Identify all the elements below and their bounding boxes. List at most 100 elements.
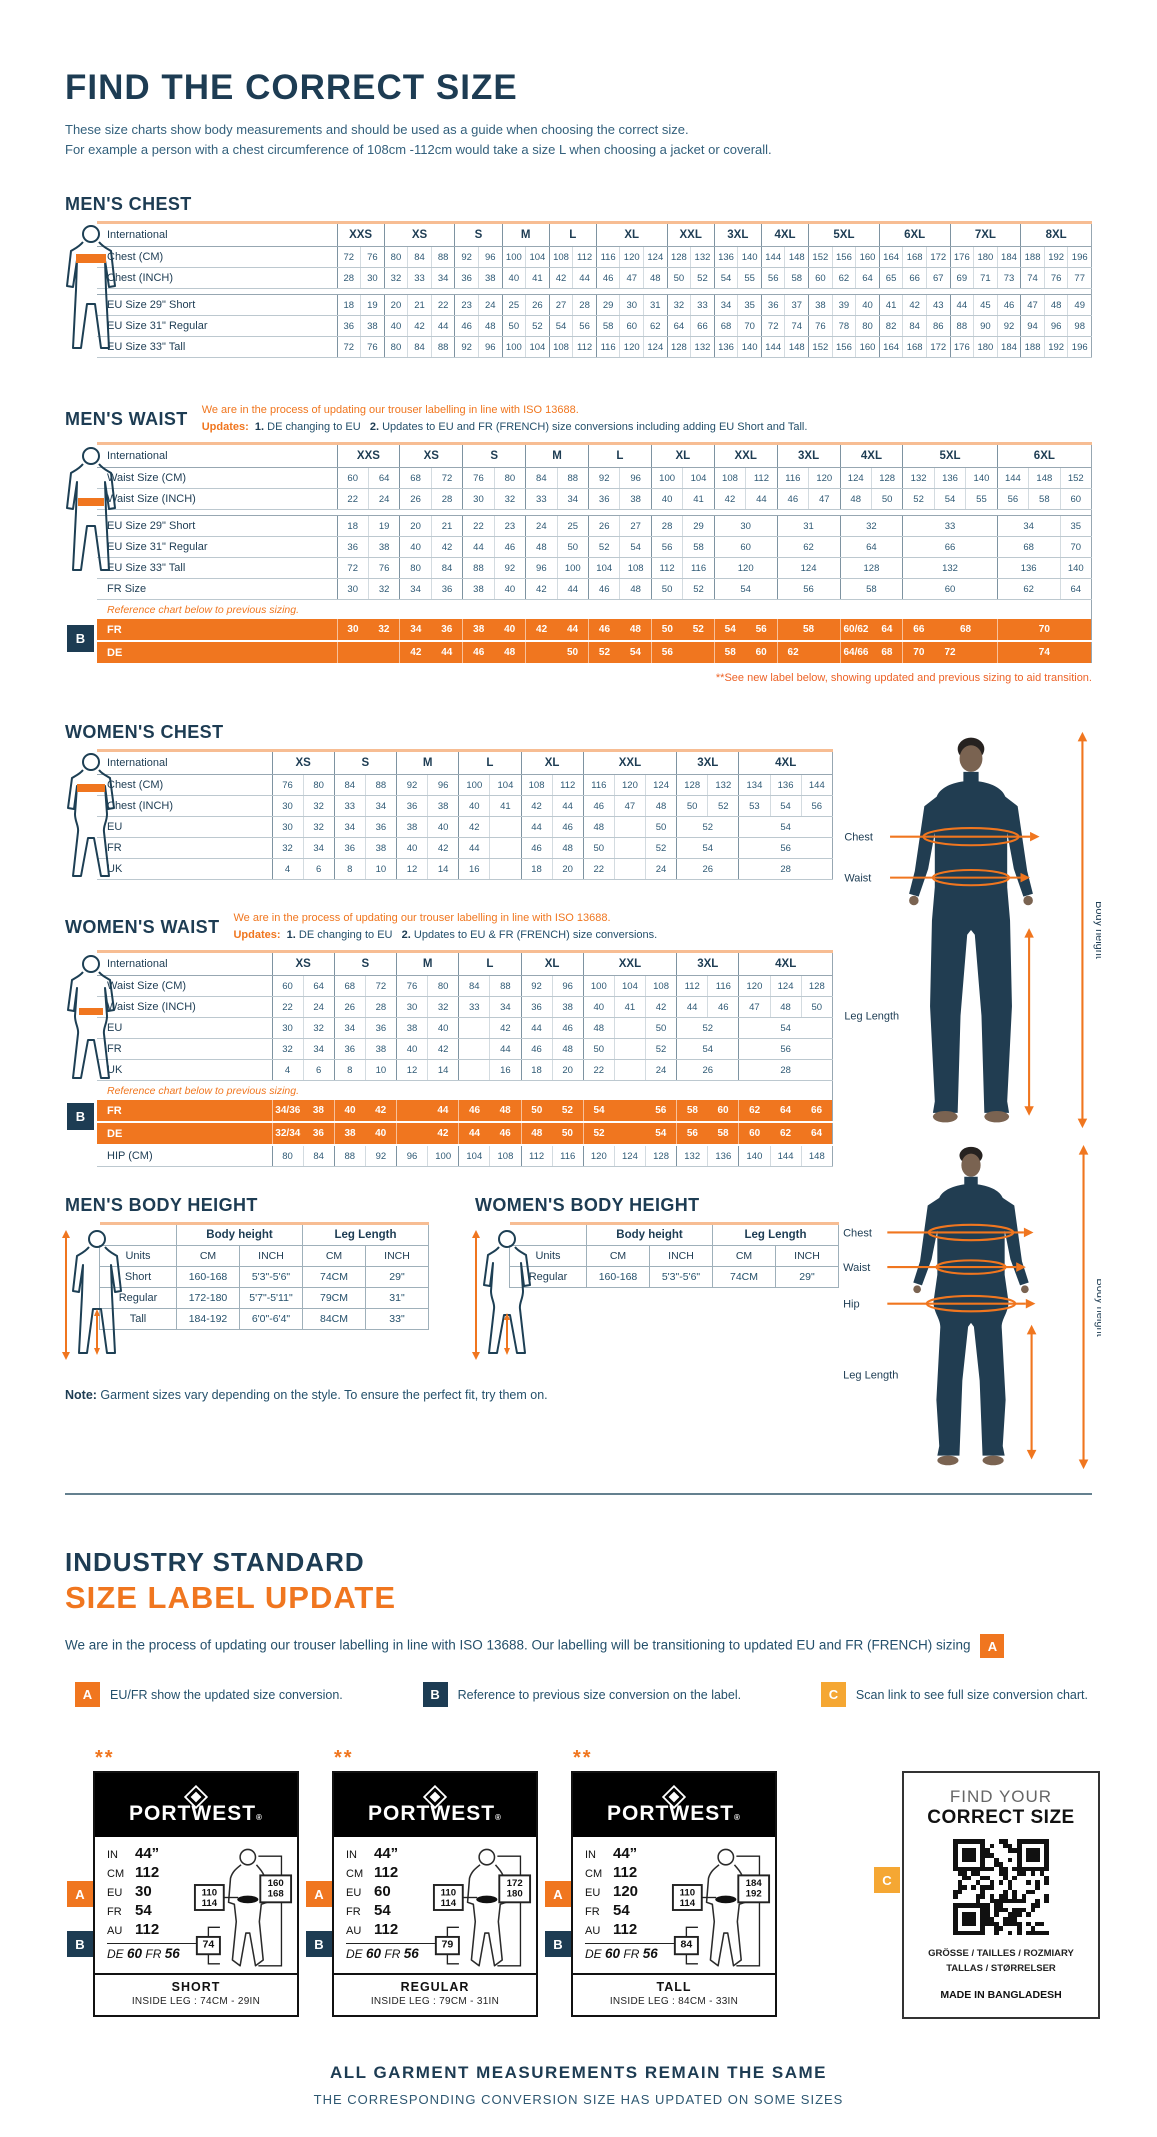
size-value: 148: [800, 1145, 833, 1168]
reference-badge-b: B: [67, 625, 94, 653]
size-value: 33: [525, 488, 558, 511]
size-value: 116: [551, 1145, 584, 1168]
size-value: 124: [643, 246, 668, 269]
size-value: 52: [676, 816, 739, 839]
size-value: [489, 837, 521, 860]
size-value: 100: [556, 557, 589, 580]
size-value: 30: [619, 294, 644, 317]
size-value: 42: [427, 837, 459, 860]
size-value: 44: [458, 1122, 490, 1147]
height-value: 6'0"-6'4": [239, 1308, 303, 1331]
size-value: 38: [808, 294, 833, 317]
size-value: 53: [738, 795, 770, 818]
size-value: 44: [462, 536, 495, 559]
size-column-header: 3XL: [713, 222, 762, 248]
badge-b-icon: B: [67, 1931, 93, 1958]
size-value: 54: [548, 315, 573, 338]
garment-note: Note: Garment sizes vary depending on th…: [65, 1388, 548, 1403]
height-value: 29": [365, 1266, 429, 1289]
size-value: 26: [676, 858, 739, 881]
size-value: 44: [676, 996, 708, 1019]
body-height-label: Body height: [1093, 901, 1101, 959]
size-value: [525, 641, 558, 666]
size-spec-row: IN 44”: [346, 1845, 528, 1864]
row-label: Chest (INCH): [97, 795, 272, 818]
size-value: 132: [690, 246, 715, 269]
size-value: 108: [619, 557, 652, 580]
size-value: 74: [784, 315, 809, 338]
spec-value: 112: [135, 1921, 160, 1939]
size-value: 46: [520, 837, 553, 860]
size-value: 54: [713, 578, 778, 601]
size-value: 56: [776, 578, 840, 601]
size-column-header: 4XL: [760, 222, 809, 248]
size-value: 46: [707, 996, 739, 1019]
size-value: 44: [572, 267, 597, 290]
size-value: 112: [551, 774, 584, 797]
legend-item: C Scan link to see full size conversion c…: [820, 1682, 1088, 1708]
size-value: 26: [333, 996, 366, 1019]
size-value: 88: [364, 774, 397, 797]
size-column-header: S: [333, 750, 397, 776]
size-value: 54: [676, 837, 739, 860]
size-value: 33: [333, 795, 366, 818]
spec-value: 112: [613, 1921, 638, 1939]
size-value: 20: [383, 294, 408, 317]
size-value: 22: [271, 996, 304, 1019]
asterisks: **: [573, 1747, 593, 1770]
size-value: 120: [582, 1145, 615, 1168]
hip-label: Hip: [843, 1299, 860, 1311]
size-value: 120: [738, 975, 770, 998]
svg-text:74: 74: [203, 1939, 215, 1951]
portwest-wordmark: PORTWEST®: [607, 1801, 741, 1825]
svg-text:192: 192: [746, 1889, 762, 1900]
height-value: 31": [365, 1287, 429, 1310]
size-value: 64: [1059, 578, 1092, 601]
size-value: 24: [644, 1059, 677, 1082]
size-value: 36: [336, 536, 369, 559]
size-value: 40: [395, 1038, 428, 1061]
size-value: 60: [336, 467, 369, 490]
size-value: 80: [493, 467, 526, 490]
size-value: 136: [713, 246, 738, 269]
size-value: 18: [336, 515, 369, 538]
size-value: 180: [973, 336, 998, 359]
size-value: 38: [551, 996, 584, 1019]
size-value: 48: [520, 1122, 553, 1147]
size-value: 52: [587, 641, 620, 666]
size-label-cards: ** PORTWEST® IN 44” CM 112 EU 30 FR 54 AU 112 DE 60 …: [67, 1747, 1100, 2019]
size-value: 56: [572, 315, 597, 338]
row-label: Chest (INCH): [97, 267, 337, 290]
row-label: EU Size 33" Tall: [97, 336, 337, 359]
spec-value: 112: [135, 1864, 160, 1882]
portwest-diamond-icon: [662, 1784, 686, 1809]
size-value: 56: [738, 1038, 833, 1061]
size-value: 176: [949, 336, 974, 359]
size-value: 76: [462, 467, 495, 490]
spec-value: 112: [613, 1864, 638, 1882]
size-value: 38: [395, 816, 428, 839]
size-value: 30: [336, 578, 369, 601]
row-label: EU Size 29" Short: [97, 294, 337, 317]
size-value: 46: [551, 1017, 584, 1040]
size-column-header: L: [588, 443, 652, 469]
size-value: 33: [407, 267, 432, 290]
size-value: 60: [808, 267, 833, 290]
size-column-header: XXL: [582, 951, 677, 977]
size-value: 40: [650, 488, 683, 511]
size-value: 38: [395, 1017, 428, 1040]
row-label: International: [97, 443, 337, 469]
size-value: 54: [738, 1017, 833, 1040]
size-value: 56: [760, 267, 785, 290]
size-value: 96: [477, 246, 503, 269]
badge-b-icon: B: [422, 1682, 448, 1708]
size-column-header: L: [548, 222, 597, 248]
size-value: 45: [973, 294, 998, 317]
size-column-header: 4XL: [738, 750, 833, 776]
size-value: 64: [871, 619, 903, 643]
svg-text:114: 114: [441, 1898, 457, 1909]
height-value: 74CM: [712, 1266, 776, 1289]
size-value: 40: [427, 816, 459, 839]
height-value: 5'3"-5'6": [649, 1266, 713, 1289]
